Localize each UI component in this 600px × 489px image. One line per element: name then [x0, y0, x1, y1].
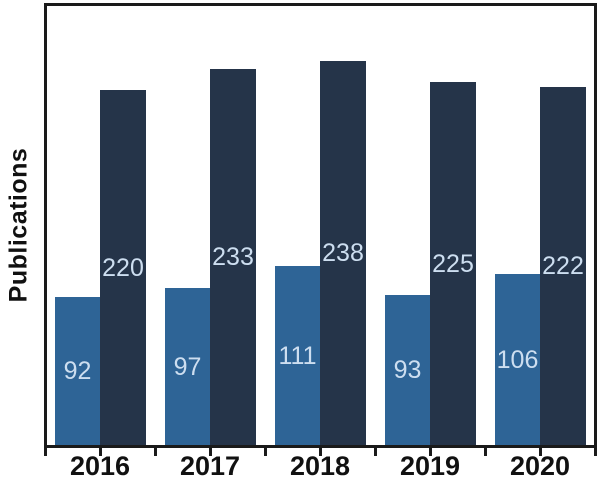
x-axis-label-2017: 2017 — [179, 451, 241, 481]
bar-2019-series-dark-navy — [430, 82, 476, 445]
y-axis-title: Publications — [4, 147, 33, 303]
bar-value-label-2018-series-dark-navy: 238 — [322, 239, 364, 267]
x-axis-tick — [538, 448, 542, 456]
x-axis-tick — [483, 448, 487, 456]
bar-2017-series-light-blue — [165, 288, 210, 445]
bar-value-label-2020-series-dark-navy: 222 — [542, 252, 584, 280]
bar-value-label-2020-series-light-blue: 106 — [496, 346, 539, 374]
x-axis-tick — [428, 448, 432, 456]
x-axis-label-2016: 2016 — [69, 451, 131, 481]
bar-value-label-2019-series-light-blue: 93 — [393, 356, 422, 384]
x-axis-tick — [318, 448, 322, 456]
bar-2016-series-light-blue — [55, 297, 100, 445]
x-axis-label-2020: 2020 — [509, 451, 571, 481]
bar-value-label-2016-series-dark-navy: 220 — [102, 254, 144, 282]
bar-value-label-2017-series-dark-navy: 233 — [212, 243, 254, 271]
x-axis-tick — [153, 448, 157, 456]
bar-value-label-2017-series-light-blue: 97 — [173, 353, 202, 381]
x-axis-tick — [593, 448, 597, 456]
bar-value-label-2016-series-light-blue: 92 — [63, 357, 92, 385]
bar-value-label-2019-series-dark-navy: 225 — [432, 250, 474, 278]
bar-2017-series-dark-navy — [210, 69, 256, 445]
bar-value-label-2018-series-light-blue: 111 — [278, 342, 317, 370]
bar-2020-series-dark-navy — [540, 87, 586, 445]
bar-2018-series-dark-navy — [320, 61, 366, 445]
x-axis-label-2018: 2018 — [289, 451, 351, 481]
x-axis-tick — [208, 448, 212, 456]
x-axis-tick — [263, 448, 267, 456]
bar-2020-series-light-blue — [495, 274, 540, 445]
bar-2016-series-dark-navy — [100, 90, 146, 445]
x-axis-tick — [98, 448, 102, 456]
bar-2018-series-light-blue — [275, 266, 320, 445]
x-axis-label-2019: 2019 — [399, 451, 461, 481]
x-axis-tick — [373, 448, 377, 456]
x-axis-tick — [43, 448, 47, 456]
bar-2019-series-light-blue — [385, 295, 430, 445]
